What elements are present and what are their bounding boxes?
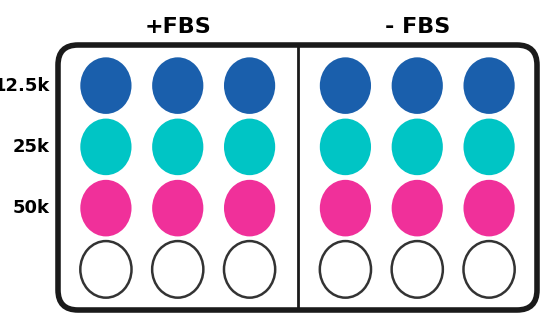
Ellipse shape: [152, 180, 203, 236]
Ellipse shape: [463, 180, 515, 236]
Ellipse shape: [463, 241, 515, 298]
Text: 12.5k: 12.5k: [0, 76, 50, 95]
Ellipse shape: [80, 241, 131, 298]
Ellipse shape: [224, 57, 275, 114]
Ellipse shape: [152, 119, 203, 175]
Ellipse shape: [224, 241, 275, 298]
Ellipse shape: [392, 57, 443, 114]
Text: - FBS: - FBS: [385, 17, 450, 37]
Ellipse shape: [320, 180, 371, 236]
Ellipse shape: [224, 119, 275, 175]
Ellipse shape: [152, 241, 203, 298]
Ellipse shape: [463, 119, 515, 175]
Ellipse shape: [152, 57, 203, 114]
Text: 50k: 50k: [13, 199, 50, 217]
Text: 25k: 25k: [13, 138, 50, 156]
Ellipse shape: [392, 241, 443, 298]
Ellipse shape: [463, 57, 515, 114]
Text: +FBS: +FBS: [144, 17, 211, 37]
Ellipse shape: [392, 180, 443, 236]
Ellipse shape: [392, 119, 443, 175]
Ellipse shape: [320, 241, 371, 298]
Ellipse shape: [80, 57, 131, 114]
Ellipse shape: [320, 119, 371, 175]
Ellipse shape: [80, 180, 131, 236]
FancyBboxPatch shape: [58, 45, 537, 310]
Ellipse shape: [80, 119, 131, 175]
Ellipse shape: [224, 180, 275, 236]
Ellipse shape: [320, 57, 371, 114]
